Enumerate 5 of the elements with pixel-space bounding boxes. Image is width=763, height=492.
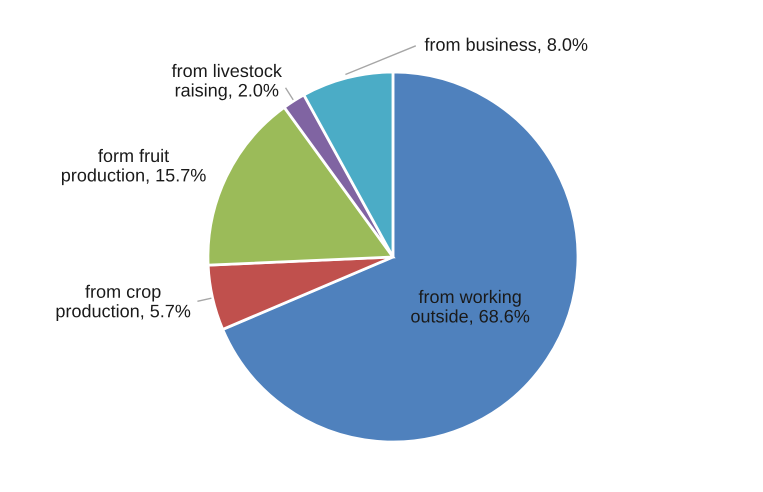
slice-label: from livestock raising, 2.0% xyxy=(172,64,282,100)
slice-label: from working outside, 68.6% xyxy=(411,290,530,325)
slice-label: from crop production, 5.7% xyxy=(56,284,190,321)
slice-label: form fruit production, 15.7% xyxy=(62,148,206,186)
slice-label: from business, 8.0% xyxy=(424,38,588,54)
